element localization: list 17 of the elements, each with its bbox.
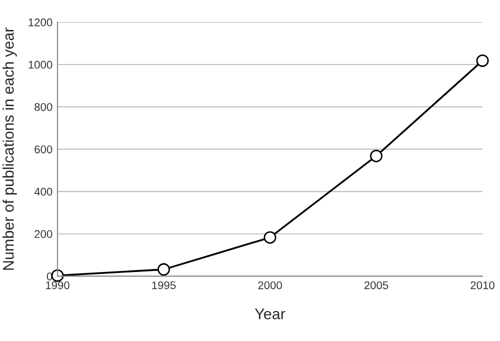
point [370,150,382,162]
x-tick-label: 1990 [46,281,70,290]
point [476,54,489,67]
x-tick-label: 2010 [470,281,494,290]
point [264,231,276,244]
y-tick-label: 1000 [28,60,52,69]
y-tick-label: 600 [34,145,52,154]
y-tick-label: 200 [34,230,52,238]
x-tick-label: 2005 [364,281,388,290]
y-tick-label: 400 [34,188,52,196]
y-tick-label: 1200 [28,18,52,26]
x-axis-title: Year [254,308,286,320]
y-tick-label: 800 [34,103,52,111]
point [158,263,170,276]
x-tick-label: 1995 [152,281,176,290]
x-tick-label: 2000 [258,281,282,290]
y-axis-title: Number of publications in each year [2,28,17,270]
